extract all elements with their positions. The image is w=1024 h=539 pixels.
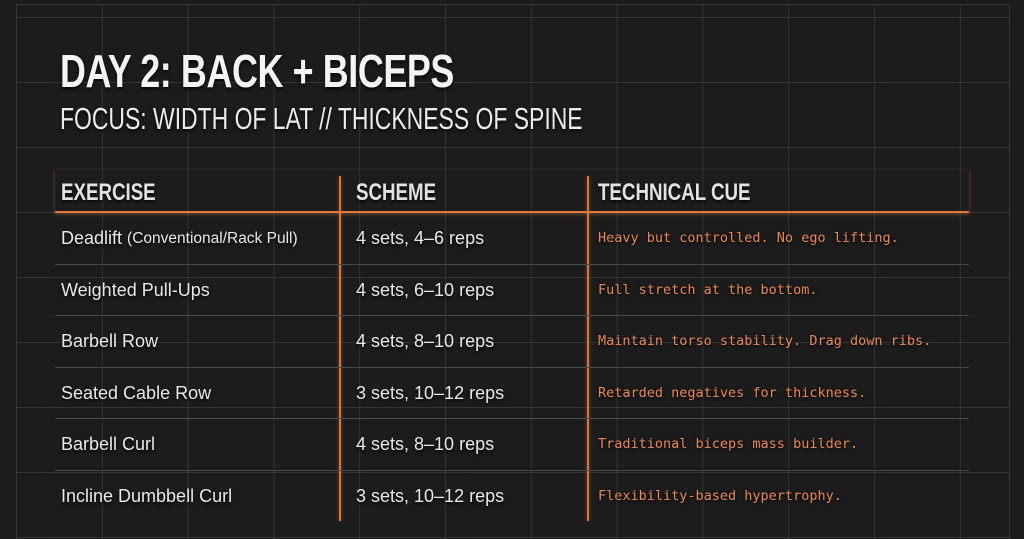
scheme-cell: 4 sets, 8–10 reps (356, 331, 495, 351)
cue-cell: Traditional biceps mass builder. (598, 436, 859, 452)
page-subtitle: FOCUS: WIDTH OF LAT // THICKNESS OF SPIN… (60, 101, 583, 136)
exercise-cell: Barbell Row (61, 331, 159, 351)
table-row: Incline Dumbbell Curl 3 sets, 10–12 reps… (55, 471, 969, 523)
scheme-cell: 4 sets, 6–10 reps (356, 279, 495, 300)
column-header-scheme: SCHEME (356, 179, 437, 206)
cue-cell: Retarded negatives for thickness. (598, 384, 867, 401)
column-divider (339, 176, 341, 521)
cue-cell: Flexibility-based hypertrophy. (598, 487, 842, 504)
column-divider (587, 176, 589, 521)
page-title: DAY 2: BACK + BICEPS (60, 45, 454, 97)
column-header-technical-cue: TECHNICAL CUE (598, 179, 751, 206)
column-header-exercise: EXERCISE (61, 179, 156, 206)
exercise-cell: Weighted Pull-Ups (61, 279, 210, 300)
scheme-cell: 3 sets, 10–12 reps (356, 382, 505, 403)
table-row: Barbell Row 4 sets, 8–10 reps Maintain t… (55, 316, 969, 368)
scheme-cell: 3 sets, 10–12 reps (356, 485, 505, 506)
exercise-cell: Deadlift (Conventional/Rack Pull) (61, 213, 298, 264)
table-row: Weighted Pull-Ups 4 sets, 6–10 reps Full… (55, 265, 969, 316)
cue-cell: Maintain torso stability. Drag down ribs… (598, 333, 932, 349)
exercise-note: (Conventional/Rack Pull) (127, 229, 298, 247)
table-header: EXERCISE SCHEME TECHNICAL CUE (55, 170, 969, 213)
cue-cell: Heavy but controlled. No ego lifting. (598, 230, 899, 246)
exercise-cell: Seated Cable Row (61, 382, 212, 403)
exercise-cell: Barbell Curl (61, 434, 156, 454)
table-row: Deadlift (Conventional/Rack Pull) 4 sets… (55, 213, 969, 265)
table-body: Deadlift (Conventional/Rack Pull) 4 sets… (55, 213, 969, 522)
table-row: Seated Cable Row 3 sets, 10–12 reps Reta… (55, 368, 969, 419)
scheme-cell: 4 sets, 4–6 reps (356, 228, 485, 248)
cue-cell: Full stretch at the bottom. (598, 281, 818, 298)
background-grid (16, 4, 1010, 539)
exercise-name: Deadlift (61, 228, 123, 248)
exercise-cell: Incline Dumbbell Curl (61, 485, 233, 506)
table-row: Barbell Curl 4 sets, 8–10 reps Tradition… (55, 419, 969, 471)
scheme-cell: 4 sets, 8–10 reps (356, 434, 495, 454)
workout-table: EXERCISE SCHEME TECHNICAL CUE Deadlift (… (55, 170, 969, 522)
